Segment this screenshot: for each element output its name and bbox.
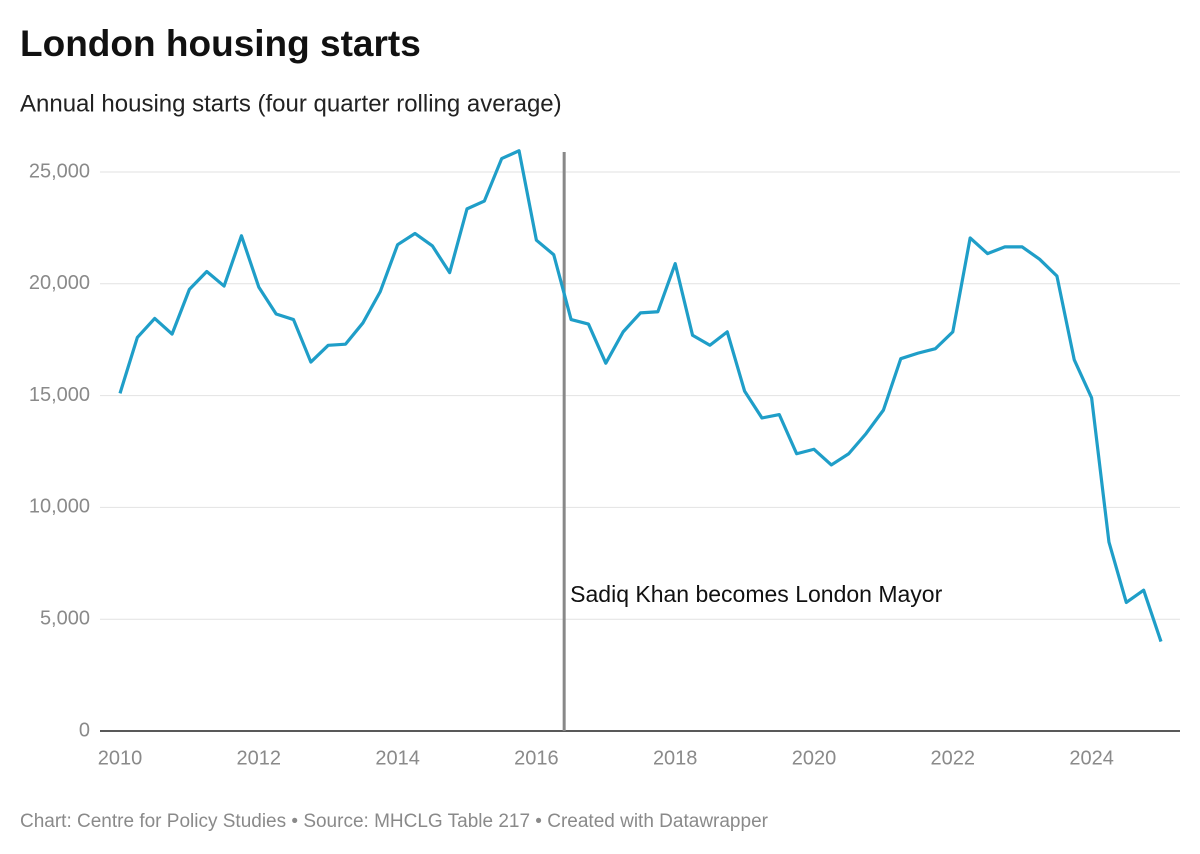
y-tick-label: 25,000 xyxy=(29,160,90,182)
data-line xyxy=(118,149,1163,643)
chart-subtitle: Annual housing starts (four quarter roll… xyxy=(20,90,562,117)
y-tick-label: 15,000 xyxy=(29,384,90,406)
x-tick-label: 2014 xyxy=(375,747,420,769)
x-tick-label: 2012 xyxy=(237,747,282,769)
chart-title: London housing starts xyxy=(20,23,421,64)
x-tick-label: 2020 xyxy=(792,747,837,769)
x-tick-label: 2018 xyxy=(653,747,698,769)
y-tick-label: 5,000 xyxy=(40,607,90,629)
x-tick-label: 2024 xyxy=(1069,747,1114,769)
annotation-label: Sadiq Khan becomes London Mayor xyxy=(570,581,942,607)
y-tick-label: 0 xyxy=(79,719,90,741)
y-tick-label: 10,000 xyxy=(29,496,90,518)
x-tick-label: 2022 xyxy=(931,747,976,769)
x-tick-label: 2016 xyxy=(514,747,559,769)
y-tick-label: 20,000 xyxy=(29,272,90,294)
x-tick-label: 2010 xyxy=(98,747,143,769)
source-note: Chart: Centre for Policy Studies • Sourc… xyxy=(20,811,769,832)
